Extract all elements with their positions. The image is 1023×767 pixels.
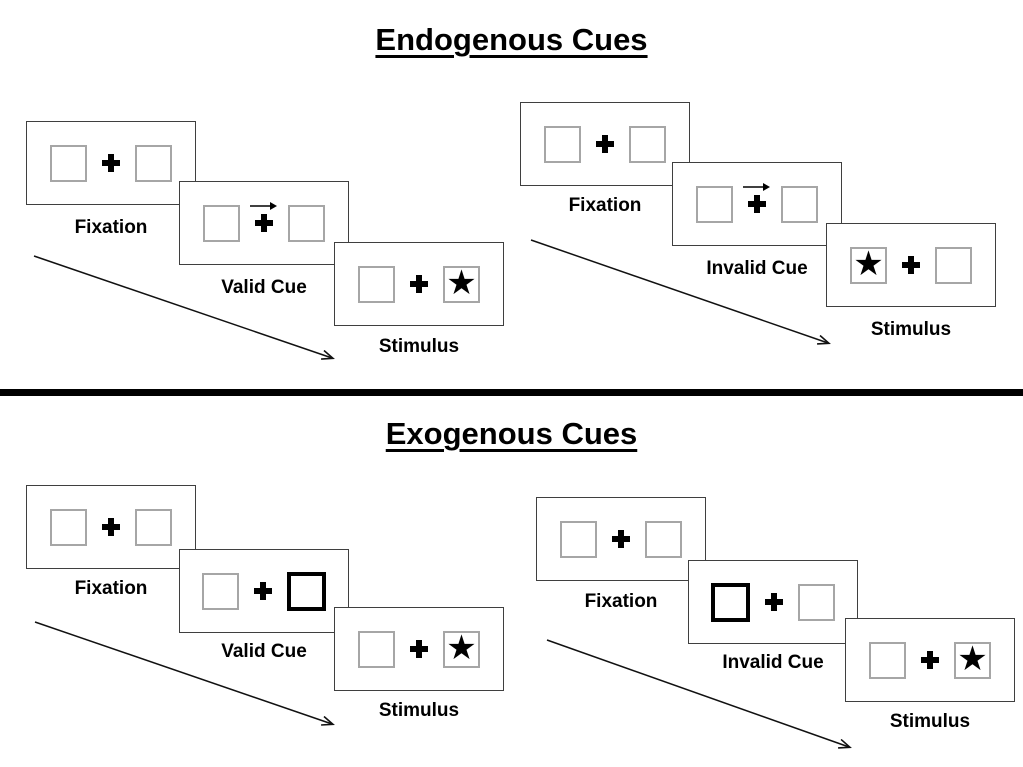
right-box [135, 508, 172, 546]
panel-label: Fixation [568, 195, 642, 216]
panel-label: Stimulus [889, 711, 971, 732]
left-box [869, 641, 906, 679]
right-box [135, 144, 172, 182]
panel-valid-cue [179, 181, 349, 265]
left-box [544, 125, 581, 163]
fixation-cross-icon [102, 154, 120, 172]
left-box [203, 204, 240, 242]
fixation-cross-icon [254, 582, 272, 600]
fixation-cross-icon [410, 275, 428, 293]
panel-invalid-cue [688, 560, 858, 644]
panel-stimulus: ★ [845, 618, 1015, 702]
panel-stimulus: ★ [334, 242, 504, 326]
left-box [202, 572, 239, 610]
panel-label: Valid Cue [221, 277, 307, 298]
panel-label: Stimulus [378, 336, 460, 357]
cue-arrow-right-icon [743, 183, 770, 191]
left-box [560, 520, 597, 558]
panel-label: Fixation [584, 591, 658, 612]
timeline-arrow [33, 255, 332, 358]
fixation-cross-icon [748, 195, 766, 213]
panel-fixation [26, 121, 196, 205]
right-box: ★ [443, 628, 480, 668]
panel-valid-cue [179, 549, 349, 633]
right-box: ★ [443, 263, 480, 303]
panel-label: Invalid Cue [706, 258, 808, 279]
left-box [696, 185, 733, 223]
panel-label: Fixation [74, 578, 148, 599]
left-box [358, 265, 395, 303]
section-divider [0, 389, 1023, 396]
cue-arrow-right-icon [250, 202, 277, 210]
star-icon: ★ [446, 263, 477, 303]
panel-invalid-cue [672, 162, 842, 246]
fixation-cross-icon [255, 214, 273, 232]
fixation-cross-icon [102, 518, 120, 536]
left-box [50, 508, 87, 546]
timeline-arrow [34, 621, 332, 724]
right-box [629, 125, 666, 163]
section-title-endogenous: Endogenous Cues [375, 22, 648, 57]
right-box [935, 246, 972, 284]
right-box [645, 520, 682, 558]
star-icon: ★ [446, 628, 477, 668]
left-box: ★ [850, 244, 887, 284]
panel-fixation [520, 102, 690, 186]
panel-label: Fixation [74, 217, 148, 238]
section-title-exogenous: Exogenous Cues [385, 416, 638, 451]
left-box-highlighted [711, 582, 750, 622]
fixation-cross-icon [765, 593, 783, 611]
fixation-cross-icon [596, 135, 614, 153]
left-box [50, 144, 87, 182]
panel-label: Invalid Cue [722, 652, 824, 673]
right-box-highlighted [287, 571, 326, 611]
panel-label: Stimulus [378, 700, 460, 721]
left-box [358, 630, 395, 668]
panel-fixation [536, 497, 706, 581]
right-box: ★ [954, 639, 991, 679]
panel-stimulus: ★ [334, 607, 504, 691]
right-box [798, 583, 835, 621]
fixation-cross-icon [921, 651, 939, 669]
timeline-arrow [530, 239, 828, 343]
right-box [781, 185, 818, 223]
panel-stimulus: ★ [826, 223, 996, 307]
fixation-cross-icon [612, 530, 630, 548]
panel-label: Valid Cue [221, 641, 307, 662]
fixation-cross-icon [410, 640, 428, 658]
star-icon: ★ [957, 639, 988, 679]
right-box [288, 204, 325, 242]
fixation-cross-icon [902, 256, 920, 274]
panel-label: Stimulus [870, 319, 952, 340]
star-icon: ★ [853, 244, 884, 284]
panel-fixation [26, 485, 196, 569]
